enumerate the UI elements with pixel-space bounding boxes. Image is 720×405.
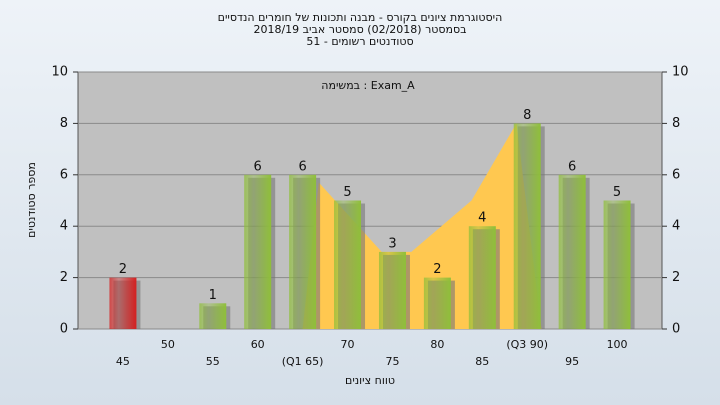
title-line: סטודנטים רשומים - 51 bbox=[306, 35, 413, 48]
bar bbox=[244, 174, 272, 329]
x-tick-label: 55 bbox=[206, 355, 220, 368]
bar bbox=[558, 174, 586, 329]
value-label: 5 bbox=[613, 185, 621, 200]
y-tick-label: 4 bbox=[60, 219, 68, 234]
x-tick-label: 85 bbox=[475, 355, 489, 368]
x-tick-label: 50 bbox=[161, 338, 175, 351]
value-label: 2 bbox=[433, 262, 441, 277]
bar bbox=[199, 303, 227, 329]
x-tick-label: 95 bbox=[565, 355, 579, 368]
y-tick-label: 10 bbox=[51, 65, 68, 80]
x-tick-label: 70 bbox=[341, 338, 355, 351]
bar bbox=[334, 200, 362, 329]
y2-tick-label: 4 bbox=[672, 219, 680, 234]
x-tick-label: (Q1 65) bbox=[282, 355, 324, 368]
y-tick-label: 6 bbox=[60, 167, 68, 182]
bar bbox=[423, 277, 451, 329]
title-line: בסמסטר (02/2018) סמסטר אביב 2018/19 bbox=[253, 23, 466, 36]
x-tick-label: 45 bbox=[116, 355, 130, 368]
title-line: היסטוגרמת ציונים בקורס - מבנה ותכונות של… bbox=[218, 11, 503, 24]
annotation: במשימה : Exam_A bbox=[321, 79, 415, 92]
value-label: 6 bbox=[254, 159, 262, 174]
y-axis-label: מספר סטודנטים bbox=[25, 162, 38, 238]
value-label: 4 bbox=[478, 211, 486, 226]
value-label: 8 bbox=[523, 108, 531, 123]
bar bbox=[603, 200, 631, 329]
y-tick-label: 2 bbox=[60, 270, 68, 285]
bar bbox=[513, 123, 541, 330]
x-tick-label: (Q3 90) bbox=[506, 338, 548, 351]
bar bbox=[109, 277, 137, 329]
y-tick-label: 8 bbox=[60, 116, 68, 131]
x-tick-label: 60 bbox=[251, 338, 265, 351]
y2-tick-label: 2 bbox=[672, 270, 680, 285]
bar bbox=[378, 251, 406, 329]
y2-tick-label: 6 bbox=[672, 167, 680, 182]
y-tick-label: 0 bbox=[60, 322, 68, 337]
y2-tick-label: 10 bbox=[672, 65, 689, 80]
x-axis-label: טווח ציונים bbox=[345, 374, 395, 387]
y2-tick-label: 8 bbox=[672, 116, 680, 131]
value-label: 5 bbox=[343, 185, 351, 200]
bar bbox=[289, 174, 317, 329]
y2-tick-label: 0 bbox=[672, 322, 680, 337]
x-tick-label: 80 bbox=[430, 338, 444, 351]
value-label: 1 bbox=[209, 288, 217, 303]
value-label: 6 bbox=[298, 159, 306, 174]
x-tick-label: 100 bbox=[607, 338, 628, 351]
x-tick-label: 75 bbox=[385, 355, 399, 368]
value-label: 3 bbox=[388, 236, 396, 251]
value-label: 6 bbox=[568, 159, 576, 174]
value-label: 2 bbox=[119, 262, 127, 277]
bar bbox=[468, 226, 496, 329]
